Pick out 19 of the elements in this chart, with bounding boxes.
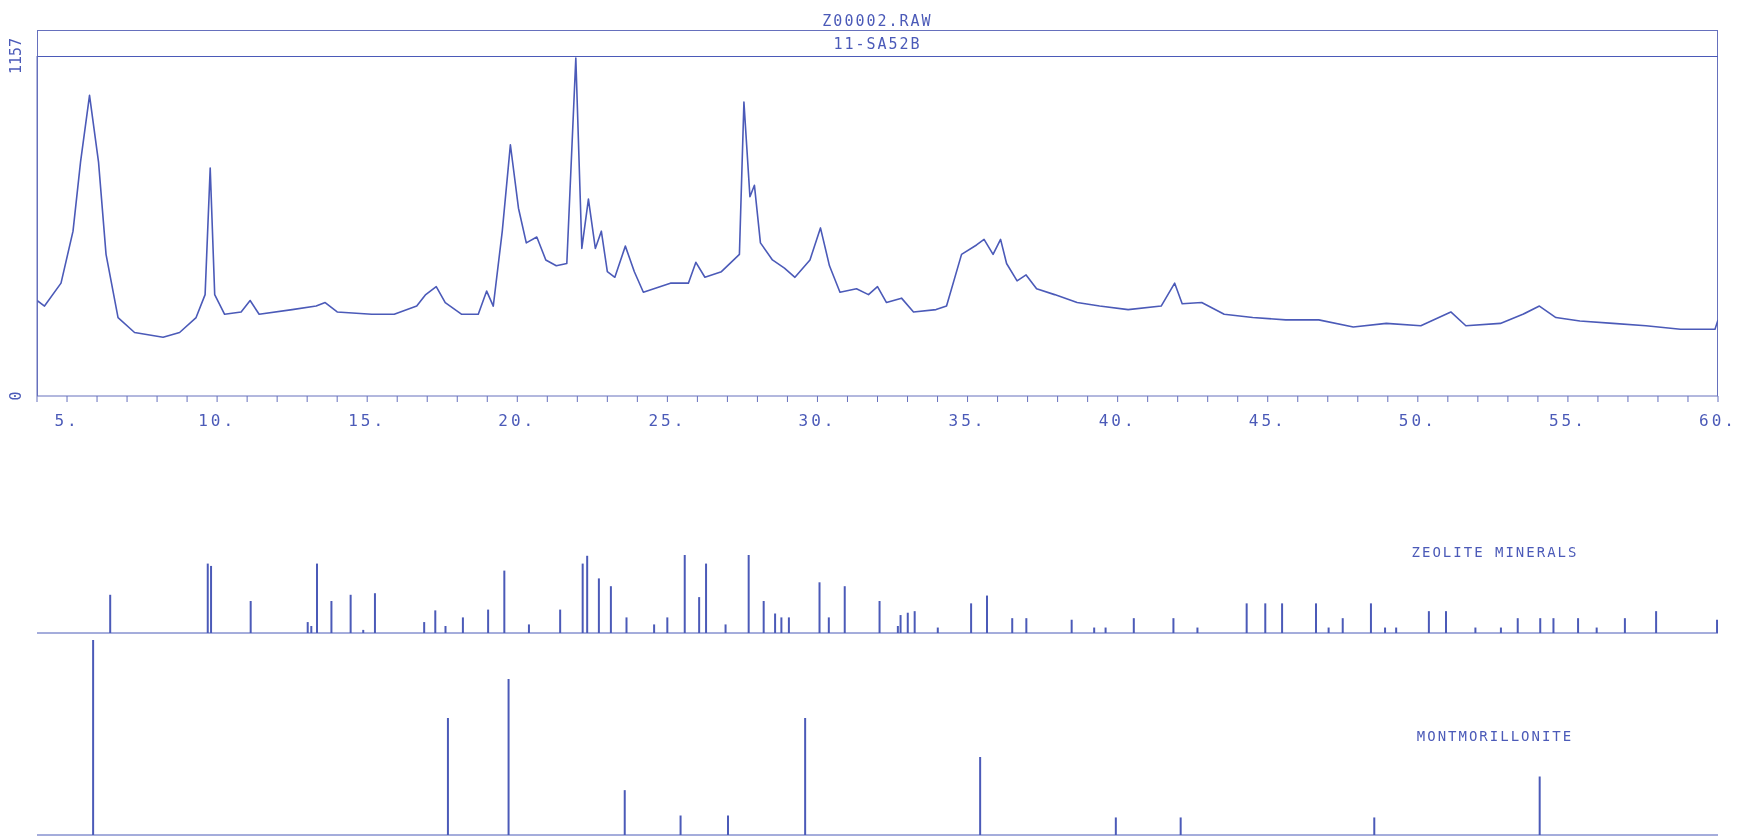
x-tick-label: 55. xyxy=(1548,411,1587,430)
x-tick-label: 5. xyxy=(54,411,80,430)
chart-title: Z00002.RAW xyxy=(821,12,934,30)
y-tick-label: 1157 xyxy=(7,37,25,75)
chart-subtitle: 11-SA52B xyxy=(832,35,923,53)
x-tick-label: 25. xyxy=(648,411,687,430)
line-series xyxy=(37,57,1718,339)
x-tick-label: 50. xyxy=(1398,411,1437,430)
x-tick-label: 45. xyxy=(1248,411,1287,430)
y-tick-label: 0 xyxy=(7,391,25,401)
x-tick-label: 30. xyxy=(798,411,837,430)
x-tick-label: 20. xyxy=(498,411,537,430)
x-tick-label: 40. xyxy=(1098,411,1137,430)
x-tick-label: 10. xyxy=(198,411,237,430)
x-tick-label: 15. xyxy=(348,411,387,430)
text: ZEOLITE MINERALS xyxy=(1410,544,1580,560)
x-tick-label: 35. xyxy=(948,411,987,430)
x-tick-label: 60. xyxy=(1699,411,1737,430)
text: MONTMORILLONITE xyxy=(1415,728,1575,744)
